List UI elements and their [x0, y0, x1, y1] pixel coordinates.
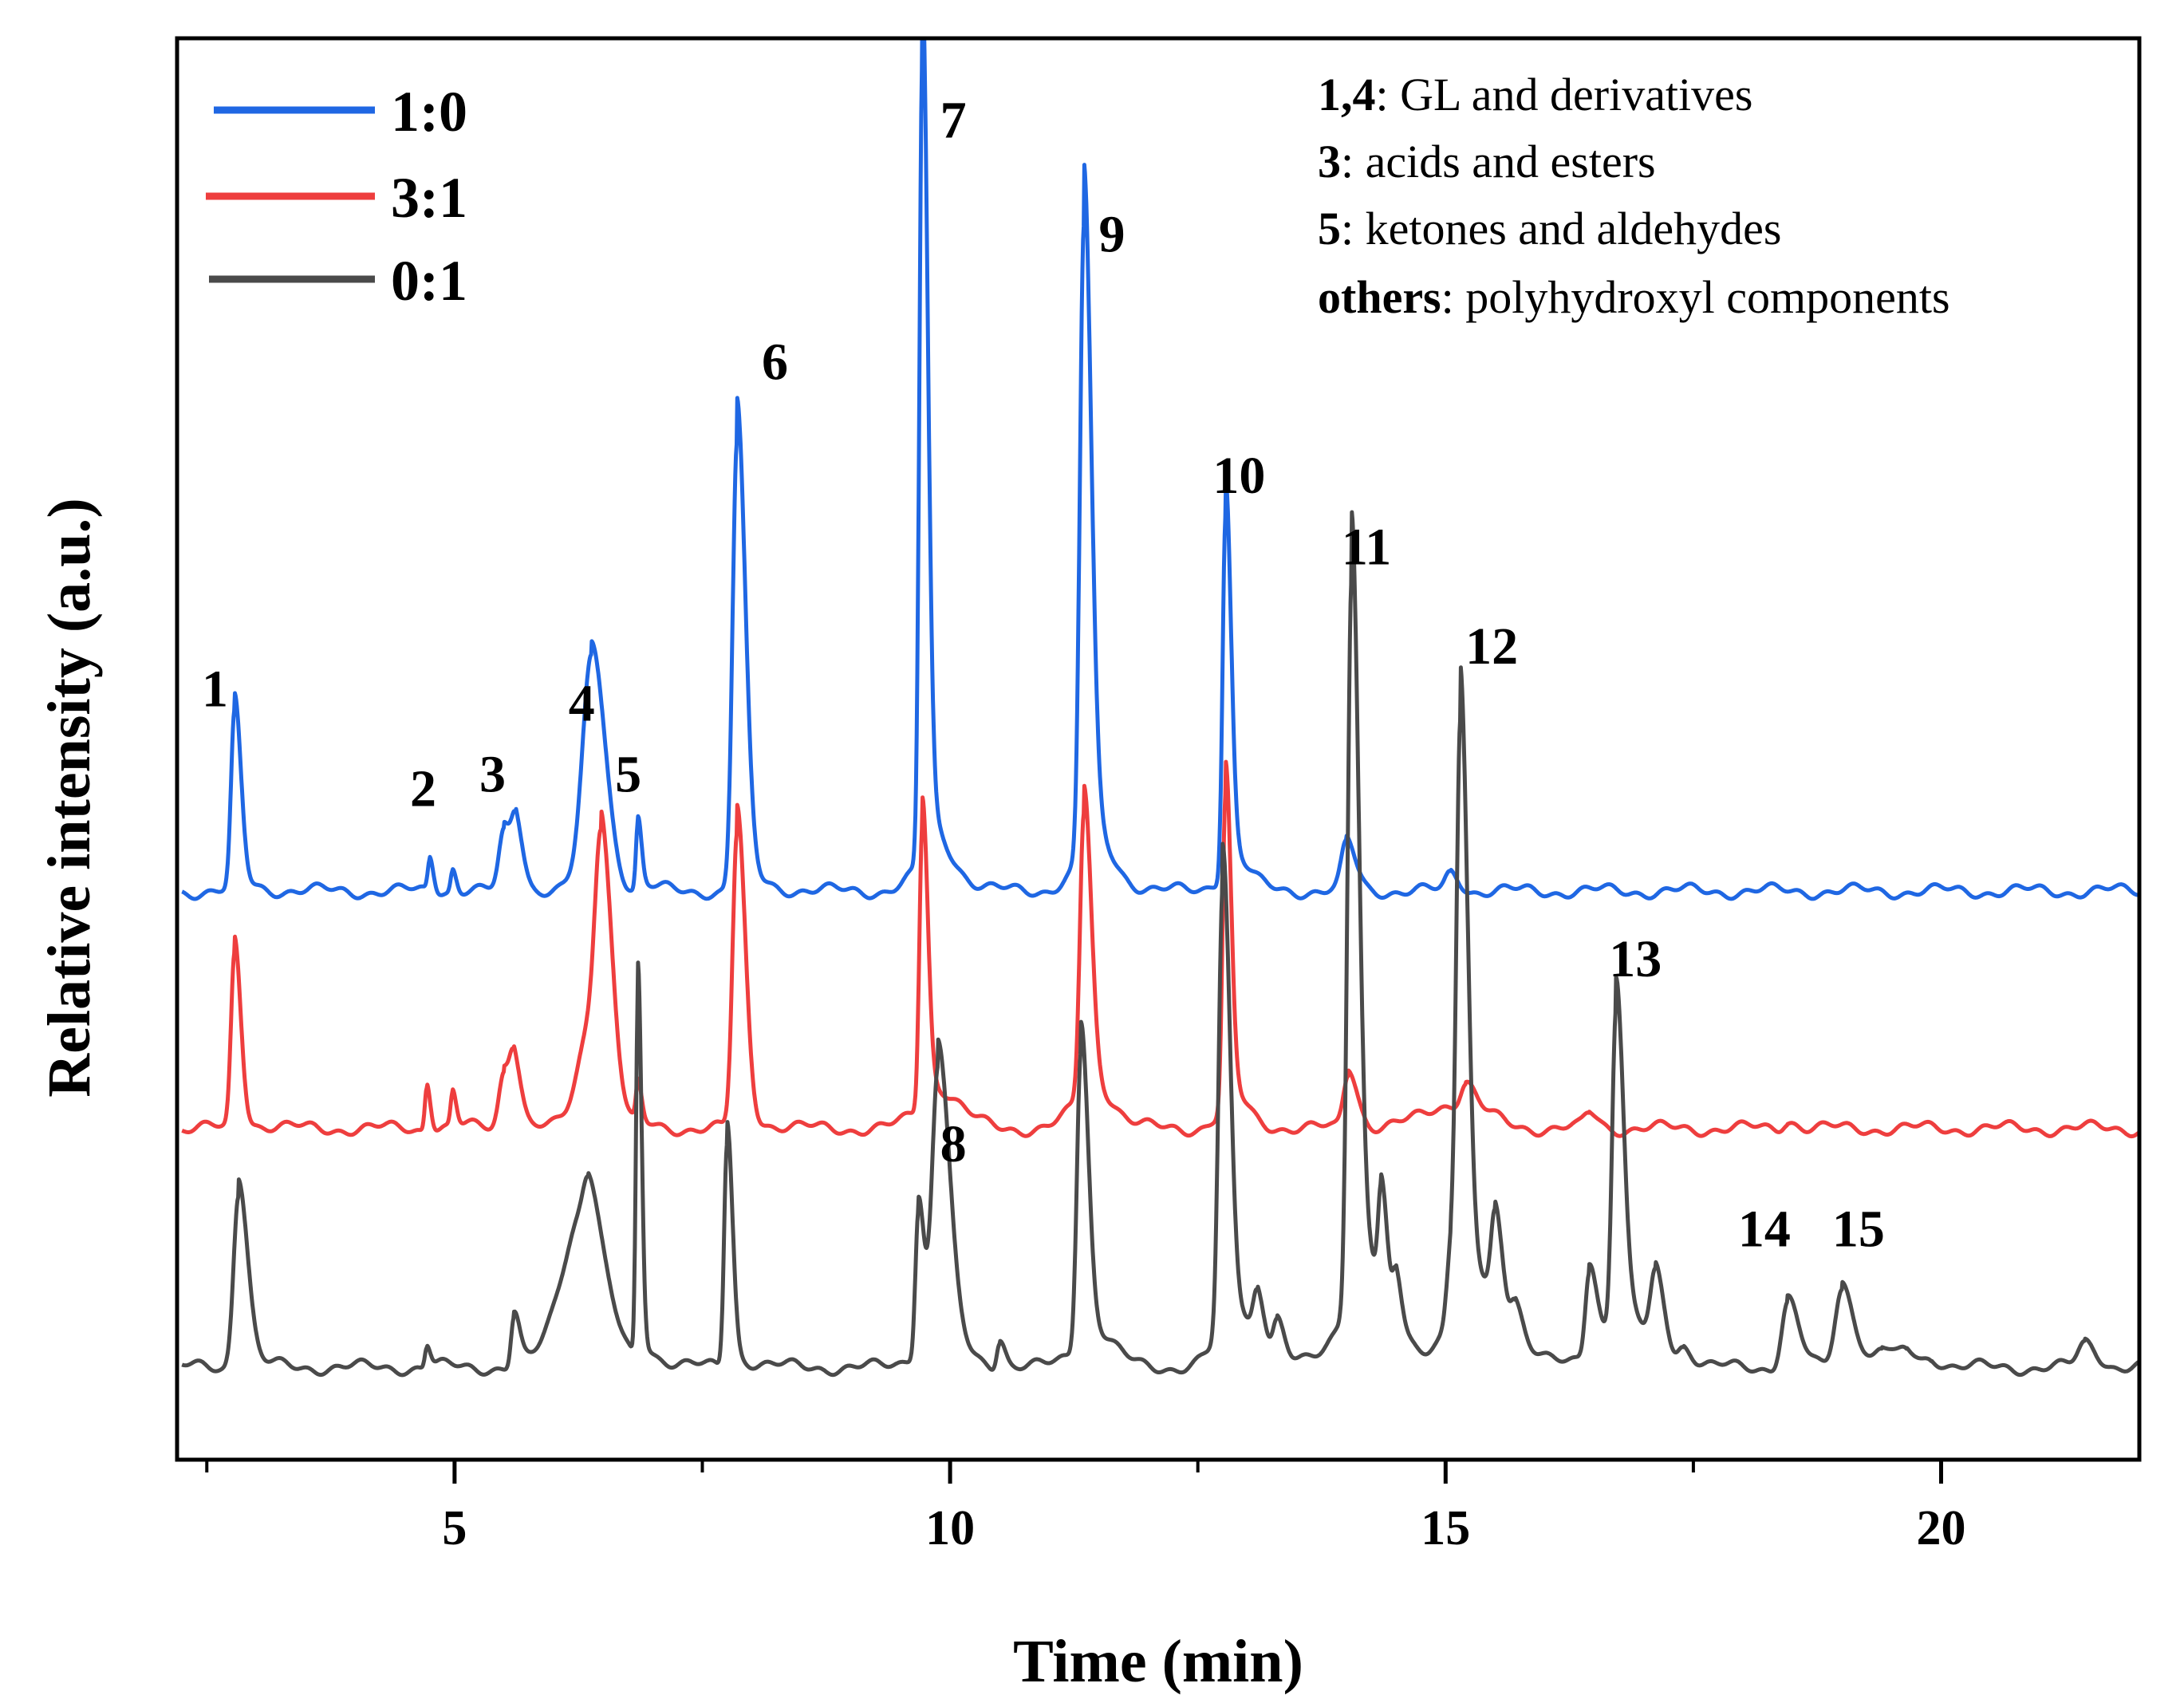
legend-label-1-0: 1:0	[391, 80, 467, 144]
peak-label: 1	[202, 660, 228, 719]
peak-label: 7	[940, 92, 967, 150]
annotation-line-2: 3: acids and esters	[1318, 136, 1656, 187]
peak-label: 15	[1832, 1200, 1885, 1259]
peak-label: 11	[1342, 518, 1391, 576]
peak-label: 12	[1465, 617, 1518, 676]
annotation-box: 1,4: GL and derivatives 3: acids and est…	[1318, 69, 1950, 323]
annotation-text-4: : polyhydroxyl components	[1441, 271, 1950, 323]
series-layer	[180, 38, 2139, 1378]
series-line-0-1	[180, 510, 2139, 1378]
series-line-1-0	[180, 38, 2139, 901]
legend: 1:0 3:1 0:1	[206, 80, 467, 313]
peak-label: 9	[1098, 205, 1125, 263]
peak-label: 6	[762, 333, 788, 392]
annotation-key-4: others	[1318, 271, 1441, 323]
series-line-3-1	[180, 759, 2139, 1139]
peak-label: 5	[615, 745, 641, 803]
annotation-key-3: 5	[1318, 203, 1341, 254]
x-axis-title: Time (min)	[1013, 1628, 1303, 1695]
annotation-text-2: : acids and esters	[1341, 136, 1656, 187]
plot-frame	[175, 36, 2142, 1462]
peak-label: 4	[569, 674, 595, 732]
annotation-text-1: : GL and derivatives	[1376, 69, 1753, 120]
legend-label-0-1: 0:1	[391, 249, 467, 313]
x-tick-label: 10	[925, 1501, 975, 1555]
annotation-key-2: 3	[1318, 136, 1341, 187]
peak-label: 13	[1609, 930, 1662, 988]
x-tick-label: 5	[442, 1501, 467, 1555]
legend-label-3-1: 3:1	[391, 166, 467, 230]
peak-label: 3	[479, 745, 506, 803]
x-tick-label: 15	[1421, 1501, 1470, 1555]
annotation-line-3: 5: ketones and aldehydes	[1318, 203, 1781, 254]
peak-label: 2	[410, 759, 436, 818]
x-axis: 5 10 15 20	[205, 1460, 1966, 1555]
peak-label: 8	[940, 1115, 967, 1173]
peak-label: 10	[1212, 447, 1265, 505]
x-tick-label: 20	[1917, 1501, 1966, 1555]
annotation-key-1: 1,4	[1318, 69, 1376, 120]
annotation-text-3: : ketones and aldehydes	[1341, 203, 1781, 254]
annotation-line-4: others: polyhydroxyl components	[1318, 271, 1950, 323]
annotation-line-1: 1,4: GL and derivatives	[1318, 69, 1752, 120]
y-axis-title: Relative intensity (a.u.)	[36, 498, 103, 1097]
plot-area	[175, 36, 2142, 1462]
peak-label: 14	[1738, 1200, 1791, 1259]
